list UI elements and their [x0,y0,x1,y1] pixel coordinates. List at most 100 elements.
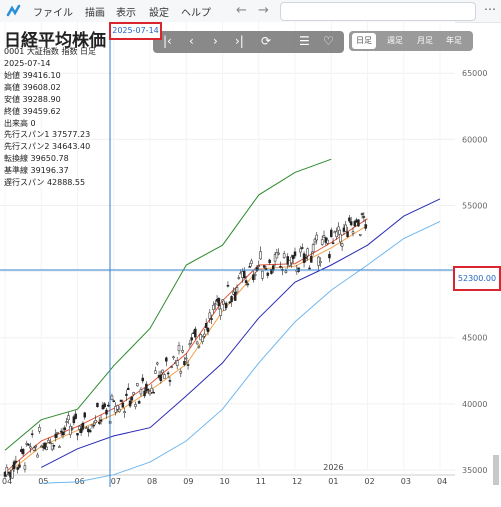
candle-body [63,427,67,431]
year-label: 2026 [323,463,343,472]
more-menu-icon[interactable]: ⋯ [484,2,496,16]
candle-body [320,239,324,245]
list-icon[interactable]: ☰ [299,34,310,48]
candle-body [38,427,41,432]
candle-body [290,256,293,264]
candle-body [94,420,97,423]
candle-body [32,447,36,451]
candle-body [337,226,340,231]
menu-settings[interactable]: 設定 [149,8,169,19]
candle-body [188,343,192,346]
period-monthly[interactable]: 月足 [417,36,433,45]
candle-body [116,405,119,410]
candle-body [14,460,18,463]
candle-body [360,213,364,215]
candle-body [235,287,239,293]
candle-body [110,395,114,400]
x-tick-label: 11 [256,477,266,486]
candle-body [362,216,366,218]
candle-body [175,360,179,366]
candle-body [72,416,76,424]
chart-title: 日経平均株価 [4,31,106,51]
x-tick-label: 02 [365,477,375,486]
candle-body [96,402,99,407]
candle-body [299,248,302,253]
info-high: 高値 39608.02 [4,83,61,92]
x-tick-label: 07 [111,477,121,486]
forward-arrow-icon[interactable]: → [258,3,269,18]
info-span2: 先行スパン2 34643.40 [4,142,91,151]
candle-body [212,304,215,310]
last-page-icon[interactable]: ›| [235,34,244,48]
candle-body [252,274,255,281]
candle-body [219,308,222,316]
y-tick-label: 65000 [462,69,487,78]
candle-body [301,247,304,249]
candle-body [259,251,262,260]
favorite-add-icon[interactable]: ♡ [323,34,334,48]
candle-body [159,374,163,381]
series-line-2 [41,198,441,468]
candle-body [85,427,88,429]
candle-body [346,231,349,237]
next-icon[interactable]: › [213,34,218,48]
candle-body [65,421,68,423]
candle-body [304,257,308,259]
prev-icon[interactable]: ‹ [189,34,194,48]
candle-body [18,464,21,468]
series-line-4 [4,158,332,451]
candle-body [47,439,50,443]
candle-body [43,442,47,450]
period-weekly[interactable]: 週足 [387,36,403,45]
x-tick-label: 09 [183,477,193,486]
candle-body [107,404,110,407]
candle-body [127,387,130,391]
back-arrow-icon[interactable]: ← [236,3,247,18]
candle-body [261,270,264,279]
period-selector: 日足 週足 月足 年足 [349,31,473,51]
menu-file[interactable]: ファイル [33,8,73,19]
candle-body [262,265,266,268]
crosshair-price-label: 52300.00 [453,266,501,291]
candle-body [81,422,85,430]
candle-body [293,251,297,257]
candle-body [52,445,56,447]
menu-view[interactable]: 表示 [116,8,136,19]
menu-draw[interactable]: 描画 [85,8,105,19]
candle-body [67,415,70,420]
first-page-icon[interactable]: |‹ [163,34,172,48]
period-daily[interactable]: 日足 [352,33,376,49]
candle-body [340,243,344,247]
menu-help[interactable]: ヘルプ [181,8,211,19]
candle-body [16,467,19,470]
search-input[interactable] [280,2,476,21]
candle-body [291,255,295,259]
chart-navigation-toolbar: |‹ ‹ › ›| ⟳ ☰ ♡ [153,31,344,53]
candle-body [348,217,351,222]
app-logo-icon [6,4,21,17]
candle-body [308,267,311,270]
candle-body [351,231,355,234]
candle-body [141,377,144,382]
period-yearly[interactable]: 年足 [446,36,462,45]
candle-body [34,445,38,448]
candle-body [117,408,121,413]
series-line-3 [41,220,441,484]
candle-body [179,371,183,374]
candle-body [29,446,32,449]
candle-body [186,364,190,366]
candle-body [49,442,52,444]
series-line-1 [4,224,368,476]
candle-body [163,374,166,379]
candle-body [166,372,170,375]
candle-body [150,387,154,393]
x-tick-label: 04 [437,477,447,486]
scrollbar-thumb[interactable] [493,455,499,485]
candle-body [195,341,199,345]
info-date: 2025-07-14 [4,59,51,68]
candle-body [230,296,233,303]
refresh-icon[interactable]: ⟳ [261,34,272,48]
candle-body [311,244,315,253]
x-tick-label: 03 [401,477,411,486]
price-chart[interactable]: 65000600005500050000450004000035000 0405… [0,22,501,507]
